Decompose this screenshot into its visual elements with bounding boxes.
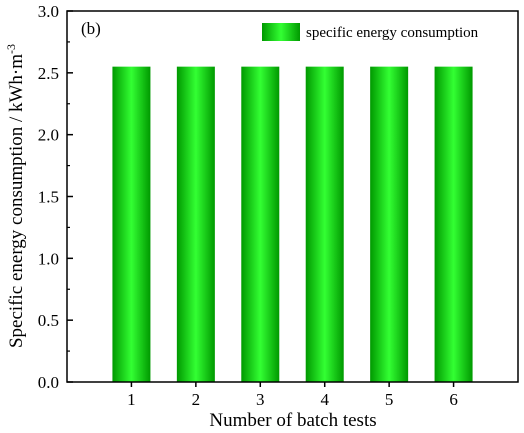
y-axis-title-superscript: -3 (4, 44, 18, 54)
bar-4 (305, 66, 344, 383)
y-tick-label-5: 2.5 (38, 64, 59, 83)
bar-3 (241, 66, 280, 383)
x-axis-title: Number of batch tests (209, 410, 376, 431)
bar-5 (370, 66, 409, 383)
panel-label: (b) (81, 19, 101, 38)
bar-2 (176, 66, 215, 383)
x-tick-label-3: 3 (256, 390, 265, 409)
y-tick-label-2: 1.0 (38, 249, 59, 268)
y-tick-label-6: 3.0 (38, 2, 59, 21)
x-tick-label-1: 1 (127, 390, 136, 409)
legend-swatch (262, 23, 300, 41)
y-tick-label-1: 0.5 (38, 311, 59, 330)
x-tick-label-4: 4 (320, 390, 329, 409)
legend-label: specific energy consumption (306, 25, 479, 41)
y-tick-label-4: 2.0 (38, 126, 59, 145)
bar-6 (434, 66, 473, 383)
x-tick-label-5: 5 (385, 390, 394, 409)
bar-1 (112, 66, 151, 383)
x-tick-label-2: 2 (192, 390, 201, 409)
y-axis-title-main: Specific energy consumption / kWh·m (6, 54, 27, 348)
x-tick-label-6: 6 (449, 390, 458, 409)
y-tick-label-0: 0.0 (38, 373, 59, 392)
y-axis-title: Specific energy consumption / kWh·m-3 (4, 44, 27, 348)
y-tick-label-3: 1.5 (38, 188, 59, 207)
x-axis: 1 2 3 4 5 6 (127, 382, 458, 409)
legend: specific energy consumption (262, 23, 479, 41)
bars-group (112, 66, 473, 383)
y-axis: 0.0 0.5 1.0 1.5 2.0 2.5 3.0 (38, 2, 73, 392)
